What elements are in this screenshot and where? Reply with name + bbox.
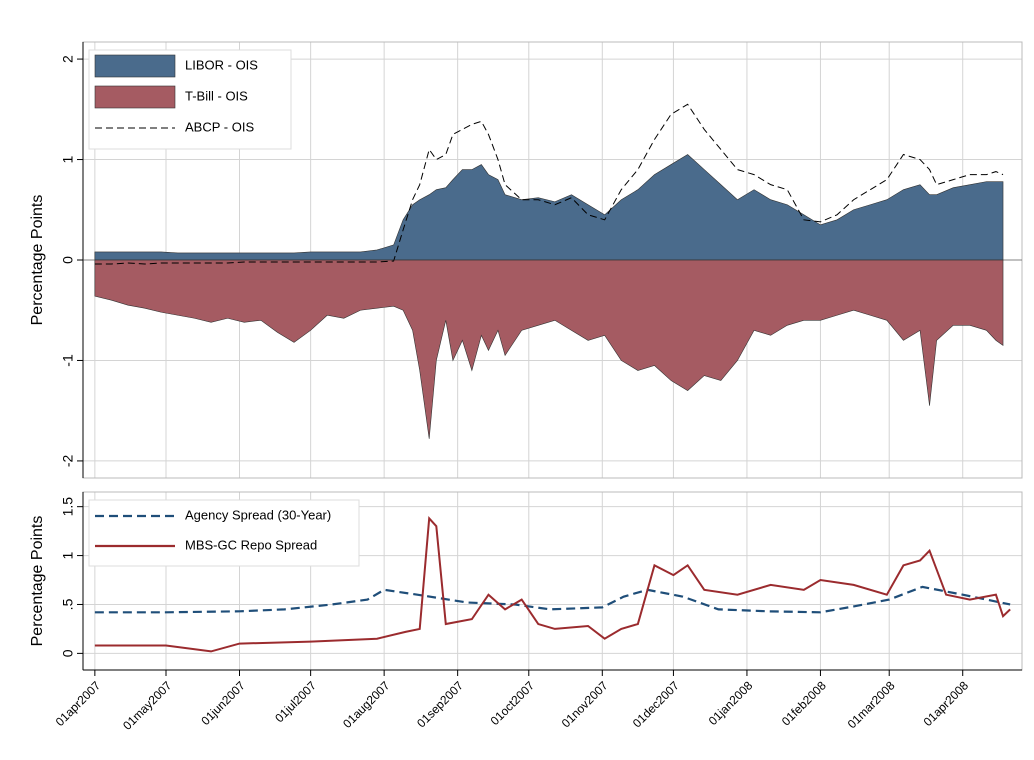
y-tick-label: 0 xyxy=(60,649,76,657)
y-tick-label: 2 xyxy=(60,55,76,63)
y-tick-label: .5 xyxy=(60,598,76,610)
y-tick-label: 0 xyxy=(60,256,76,264)
area xyxy=(94,154,1004,261)
y-tick-label: 1 xyxy=(60,155,76,163)
y-tick-label: -2 xyxy=(60,454,76,467)
legend-box xyxy=(88,499,360,567)
y-tick-label: 1 xyxy=(60,551,76,559)
y-tick-label: -1 xyxy=(60,354,76,367)
line xyxy=(94,516,1011,653)
area xyxy=(94,259,1004,439)
legend-swatch xyxy=(94,54,176,78)
y-axis-title: Percentage Points xyxy=(29,516,46,647)
legend-swatch xyxy=(94,85,176,109)
legend-label: T-Bill - OIS xyxy=(185,88,248,103)
legend-label: ABCP - OIS xyxy=(185,119,254,134)
y-tick-label: 1.5 xyxy=(60,497,76,517)
line xyxy=(94,585,1011,614)
legend-label: MBS-GC Repo Spread xyxy=(185,537,317,552)
line xyxy=(94,103,1004,265)
legend-label: Agency Spread (30-Year) xyxy=(185,507,331,522)
legend-label: LIBOR - OIS xyxy=(185,57,258,72)
y-axis-title: Percentage Points xyxy=(29,195,46,326)
